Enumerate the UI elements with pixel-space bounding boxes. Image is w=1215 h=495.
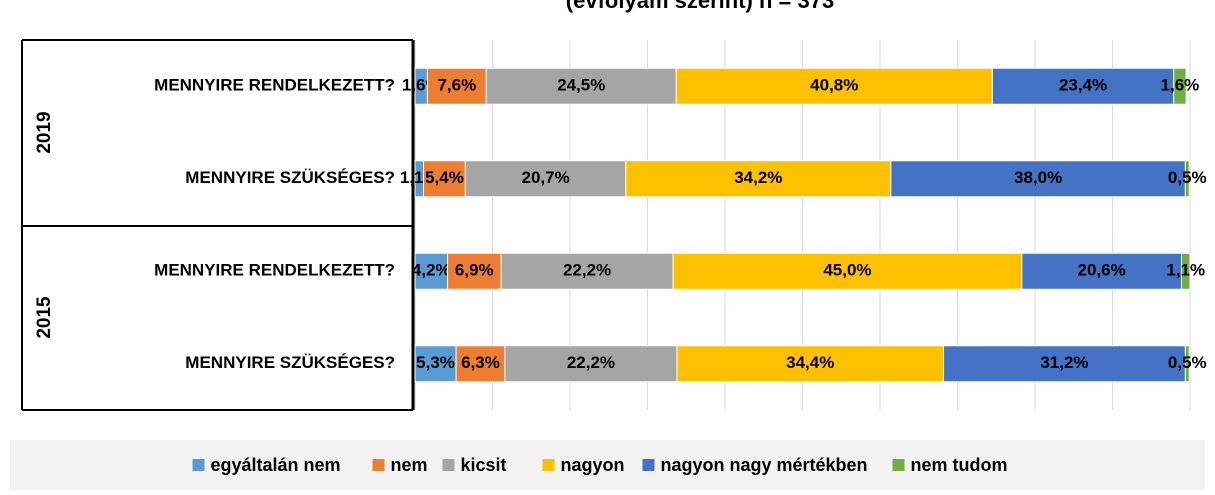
value-label: 6,9% [455, 261, 494, 280]
bar-segment [485, 67, 677, 105]
bar-segment [500, 252, 674, 290]
value-label: 31,2% [1040, 353, 1088, 372]
bar-segment [504, 345, 678, 383]
value-label: 7,6% [437, 76, 476, 95]
bar-segment [676, 345, 945, 383]
bar-segment [455, 345, 506, 383]
bar-segment [890, 160, 1186, 198]
legend-swatch [372, 459, 385, 471]
value-label: 45,0% [823, 261, 871, 280]
bar-segment [464, 160, 627, 198]
bar-segment [1173, 67, 1187, 105]
legend-label: nagyon nagy mértékben [661, 455, 868, 475]
category-label: MENNYIRE SZÜKSÉGES? [185, 168, 395, 187]
bar-segment [943, 345, 1186, 383]
bar-segment [1184, 345, 1190, 383]
chart-title: (évfolyam szerint) n = 373 [566, 0, 834, 13]
value-label: 40,8% [810, 76, 858, 95]
value-label: 1,1% [1166, 261, 1205, 280]
legend-swatch [542, 459, 555, 471]
category-label: MENNYIRE RENDELKEZETT? [154, 76, 395, 95]
value-label: 22,2% [567, 353, 615, 372]
bar-segment [1021, 252, 1182, 290]
bar-segment [991, 67, 1175, 105]
legend-label: nagyon [561, 455, 625, 475]
value-label: 22,2% [563, 261, 611, 280]
value-label: 23,4% [1059, 76, 1107, 95]
legend-swatch [892, 459, 905, 471]
bar-segment [414, 345, 457, 383]
legend-label: nem tudom [911, 455, 1008, 475]
category-label: MENNYIRE SZÜKSÉGES? [185, 353, 395, 372]
bar-segment [675, 67, 993, 105]
legend-swatch [442, 459, 455, 471]
bar-segment [1180, 252, 1191, 290]
group-label: 2019 [34, 111, 55, 153]
value-label: 34,4% [786, 353, 834, 372]
value-label: 20,6% [1078, 261, 1126, 280]
value-label: 0,5% [1168, 168, 1207, 187]
value-label: 6,3% [461, 353, 500, 372]
legend-swatch [192, 459, 205, 471]
bar-segment [625, 160, 892, 198]
value-label: 5,3% [416, 353, 455, 372]
bar-segment [414, 252, 449, 290]
value-label: 38,0% [1014, 168, 1062, 187]
category-label: MENNYIRE RENDELKEZETT? [154, 261, 395, 280]
legend-background [10, 440, 1205, 490]
value-label: 0,5% [1168, 353, 1207, 372]
legend-label: egyáltalán nem [211, 455, 341, 475]
legend-swatch [642, 459, 655, 471]
value-label: 4,2% [412, 261, 451, 280]
bar-segment [1184, 160, 1190, 198]
value-label: 20,7% [521, 168, 569, 187]
value-label: 24,5% [557, 76, 605, 95]
value-label: 5,4% [425, 168, 464, 187]
bar-segment [423, 160, 466, 198]
bar-segment [426, 67, 487, 105]
group-label: 2015 [34, 296, 55, 339]
bar-segment [672, 252, 1023, 290]
bar-segment [447, 252, 502, 290]
value-label: 1,6% [1161, 76, 1200, 95]
legend-label: nem [391, 455, 428, 475]
value-label: 34,2% [734, 168, 782, 187]
legend-label: kicsit [461, 455, 507, 475]
